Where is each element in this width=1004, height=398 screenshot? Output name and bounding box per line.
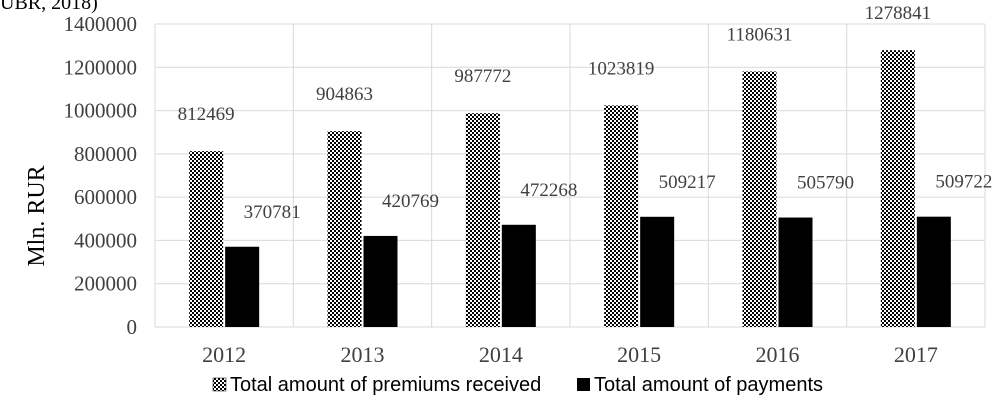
data-label-premiums-2013: 904863 (316, 84, 373, 105)
data-labels: 812469 370781 904863 420769 987772 472268 1023… (178, 3, 993, 223)
data-label-payments-2013: 420769 (382, 191, 439, 212)
y-axis-ticks: 0 200000 400000 600000 800000 1000000 1200000 1… (64, 12, 138, 339)
x-tick-label: 2017 (894, 342, 938, 367)
y-tick-label: 0 (127, 315, 138, 339)
x-tick-label: 2015 (617, 342, 661, 367)
x-axis-ticks: 2012 2013 2014 2015 2016 2017 (202, 342, 938, 367)
legend-label-payments: Total amount of payments (594, 374, 823, 396)
legend-swatch-payments (577, 378, 590, 391)
bar-premiums-2013 (327, 131, 362, 327)
legend-swatch-premiums (212, 377, 227, 392)
y-tick-label: 400000 (74, 228, 137, 252)
bar-payments-2014 (501, 224, 536, 327)
data-label-payments-2015: 509217 (659, 172, 716, 193)
bar-premiums-2016 (742, 71, 777, 327)
data-label-payments-2017: 509722 (935, 172, 992, 193)
gridlines (154, 23, 986, 328)
data-label-payments-2016: 505790 (797, 173, 854, 194)
legend: Total amount of premiums received Total … (212, 374, 823, 396)
bar-payments-2017 (916, 216, 951, 327)
y-axis-label: Mln. RUR (24, 165, 50, 266)
x-tick-label: 2014 (479, 342, 523, 367)
y-tick-label: 800000 (74, 142, 137, 166)
data-label-payments-2014: 472268 (520, 180, 577, 201)
x-tick-label: 2013 (341, 342, 385, 367)
bar-premiums-2012 (189, 151, 224, 327)
bar-payments-2015 (640, 216, 675, 327)
data-label-premiums-2014: 987772 (454, 66, 511, 87)
data-label-premiums-2012: 812469 (178, 104, 235, 125)
caption-fragment: UBR, 2018) (0, 0, 98, 14)
bar-premiums-2015 (604, 105, 639, 327)
bar-premiums-2014 (465, 113, 500, 327)
data-label-premiums-2016: 1180631 (727, 24, 793, 45)
x-tick-label: 2012 (202, 342, 246, 367)
bar-premiums-2017 (880, 50, 915, 328)
y-tick-label: 200000 (74, 272, 137, 296)
data-label-premiums-2015: 1023819 (588, 58, 655, 79)
y-tick-label: 600000 (74, 185, 137, 209)
y-tick-label: 1400000 (64, 12, 138, 36)
bars (189, 50, 951, 328)
y-tick-label: 1200000 (64, 55, 138, 79)
legend-label-premiums: Total amount of premiums received (230, 374, 541, 396)
x-tick-label: 2016 (756, 342, 800, 367)
data-label-payments-2012: 370781 (244, 202, 301, 223)
bar-payments-2016 (778, 217, 813, 327)
data-label-premiums-2017: 1278841 (865, 3, 932, 24)
y-tick-label: 1000000 (64, 99, 138, 123)
bar-payments-2012 (225, 246, 260, 327)
bar-payments-2013 (363, 235, 398, 327)
